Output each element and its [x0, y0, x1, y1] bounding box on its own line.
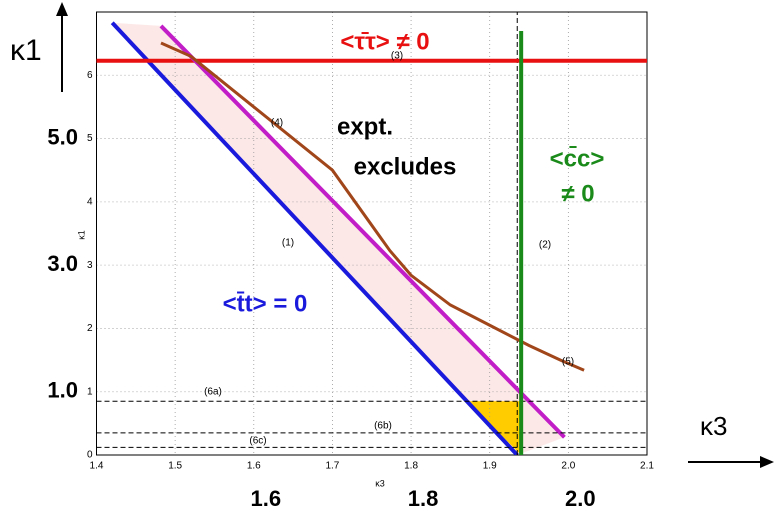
series-label: (4): [271, 118, 283, 129]
y-tick-label: 1: [87, 386, 93, 397]
x-axis-big-label: κ3: [700, 411, 727, 441]
x-tick-label: 2.0: [561, 461, 575, 472]
y-axis-big-label: κ1: [10, 34, 42, 67]
series-label: (6a): [204, 387, 222, 398]
x-tick-label: 1.8: [404, 461, 418, 472]
series-label: (5): [562, 357, 574, 368]
big-x-tick-label: 2.0: [565, 486, 596, 511]
annotation: excludes: [354, 153, 457, 180]
x-tick-label: 1.4: [90, 461, 104, 472]
series-line: [159, 24, 566, 439]
y-axis-label: κ1: [76, 230, 86, 240]
y-tick-label: 3: [87, 260, 93, 271]
y-tick-label: 4: [87, 196, 93, 207]
x-arrow-head: [760, 456, 774, 468]
x-axis-label: κ3: [375, 478, 385, 488]
big-y-tick-label: 3.0: [47, 251, 78, 276]
series-label: (1): [282, 238, 294, 249]
annotation: <c̄c>: [550, 145, 605, 172]
big-y-tick-label: 5.0: [47, 124, 78, 149]
y-tick-label: 5: [87, 133, 93, 144]
annotation: <τ̄τ> ≠ 0: [340, 28, 429, 55]
big-y-tick-label: 1.0: [47, 378, 78, 403]
y-arrow-head: [56, 2, 68, 16]
series-line: [110, 21, 519, 455]
series-label: (6c): [249, 436, 266, 447]
y-tick-label: 0: [87, 450, 93, 461]
y-tick-label: 2: [87, 323, 93, 334]
x-tick-label: 1.5: [168, 461, 182, 472]
plot-frame: [96, 11, 648, 456]
x-tick-label: 1.7: [325, 461, 339, 472]
series-label: (2): [539, 240, 551, 251]
y-tick-label: 6: [87, 70, 93, 81]
series-line: [160, 41, 585, 372]
allowed-region: [112, 22, 565, 455]
big-x-tick-label: 1.6: [250, 486, 281, 511]
x-tick-label: 1.9: [483, 461, 497, 472]
series-label: (6b): [374, 421, 392, 432]
annotation: expt.: [337, 113, 393, 140]
x-tick-label: 1.6: [247, 461, 261, 472]
annotation: ≠ 0: [561, 180, 594, 207]
big-x-tick-label: 1.8: [408, 486, 439, 511]
series-label: (3): [391, 51, 403, 62]
x-tick-label: 2.1: [640, 461, 654, 472]
annotation: <t̄t> = 0: [223, 290, 308, 317]
